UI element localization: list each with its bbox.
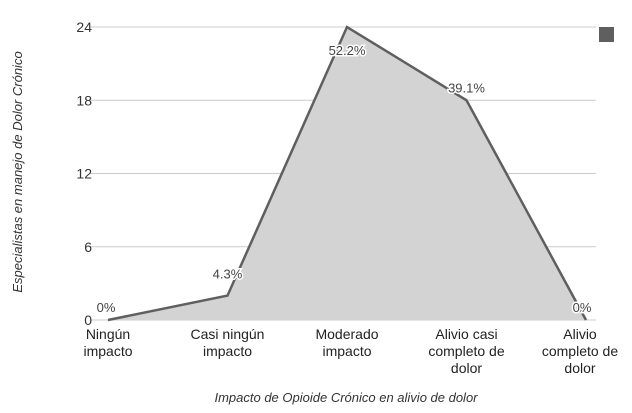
data-label: 39.1% bbox=[448, 80, 485, 95]
data-label: 4.3% bbox=[213, 267, 243, 282]
x-category-label: Casi ningún impacto bbox=[191, 326, 265, 359]
series-line bbox=[107, 25, 588, 322]
y-tick-label: 12 bbox=[76, 166, 92, 182]
data-label: 52.2% bbox=[329, 43, 366, 58]
y-tick-label: 0 bbox=[84, 312, 92, 328]
y-tick-label: 6 bbox=[84, 239, 92, 255]
y-axis-ticks: 0 6 12 18 24 bbox=[76, 19, 92, 328]
x-axis-title: Impacto de Opioide Crónico en alivio de … bbox=[214, 390, 478, 405]
legend-swatch bbox=[599, 27, 614, 42]
x-category-label: Moderado impacto bbox=[315, 326, 378, 359]
legend bbox=[599, 27, 614, 42]
y-tick-label: 24 bbox=[76, 19, 92, 35]
x-category-label: Alivio casi completo de dolor bbox=[428, 326, 504, 376]
x-axis-categories: Ningún impacto Casi ningún impacto Moderado i… bbox=[83, 326, 618, 376]
y-axis-title: Especialistas en manejo de Dolor Crónico bbox=[10, 51, 25, 292]
series-area bbox=[107, 25, 588, 322]
data-label: 0% bbox=[573, 300, 592, 315]
x-category-label: Alivio completo de dolor bbox=[542, 326, 618, 376]
data-label: 0% bbox=[97, 300, 116, 315]
y-tick-label: 18 bbox=[76, 92, 92, 108]
x-category-label: Ningún impacto bbox=[83, 326, 132, 359]
data-labels: 0% 4.3% 52.2% 39.1% 0% bbox=[95, 42, 593, 317]
